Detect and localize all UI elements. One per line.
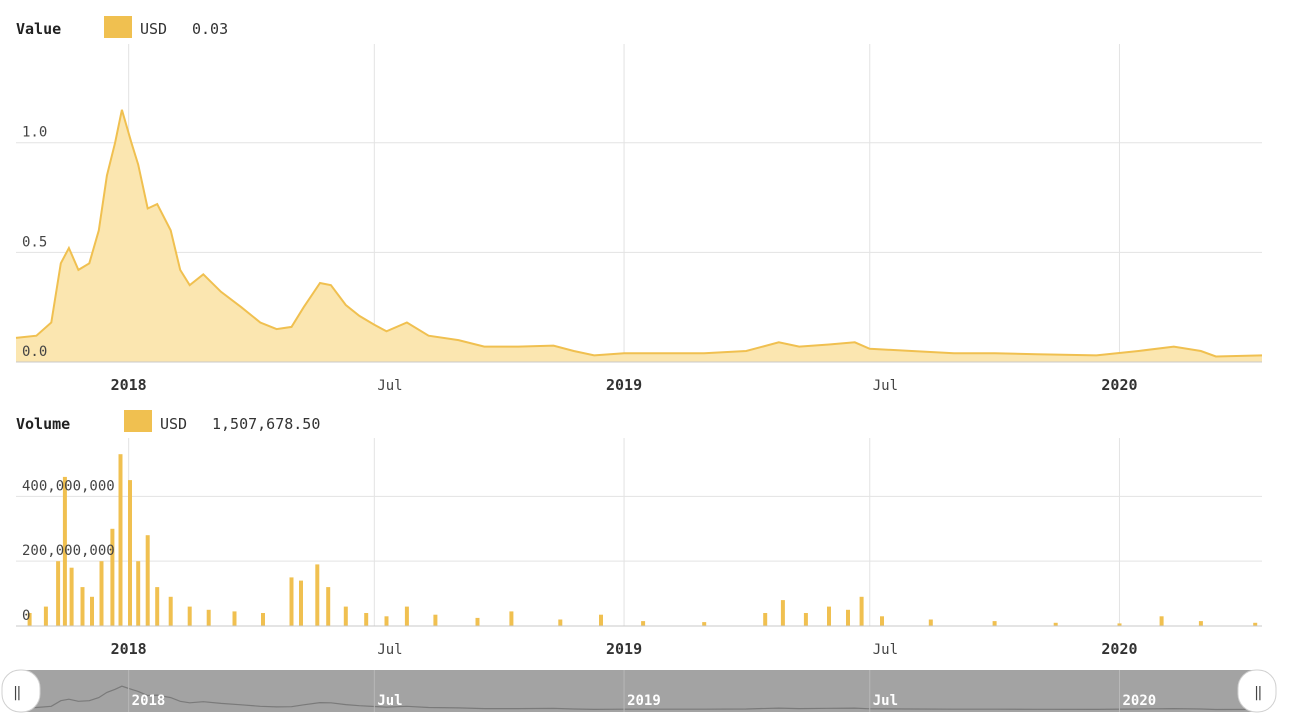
volume-bar xyxy=(299,580,303,626)
volume-bar xyxy=(343,606,348,626)
volume-bar xyxy=(118,454,123,626)
volume-bar xyxy=(1053,622,1058,626)
volume-bar xyxy=(763,613,768,626)
navigator-track[interactable] xyxy=(20,670,1262,712)
volume-bar xyxy=(187,606,192,626)
volume-bar xyxy=(90,596,94,626)
value-legend-swatch[interactable] xyxy=(104,16,132,38)
volume-bar xyxy=(846,609,850,626)
volume-bar xyxy=(43,606,48,626)
volume-legend-label: USD xyxy=(160,415,187,433)
volume-bar xyxy=(56,561,61,626)
x-tick-label: Jul xyxy=(377,642,402,658)
navigator-series-line xyxy=(15,685,1263,711)
x-tick-label: 2018 xyxy=(111,376,147,394)
y-tick-label: 0 xyxy=(22,608,30,624)
value-gridlines xyxy=(16,44,1262,362)
value-panel-title: Value xyxy=(16,20,61,38)
volume-bar xyxy=(206,609,211,626)
navigator-labels: 2018 Jul 2019 Jul 2020 xyxy=(128,670,1156,712)
value-x-ticks: 2018 Jul 2019 Jul 2020 xyxy=(111,376,1138,394)
volume-bar xyxy=(509,611,514,626)
volume-bar xyxy=(599,614,603,626)
volume-panel-title: Volume xyxy=(16,415,70,433)
volume-bar xyxy=(803,613,808,626)
value-area-fill xyxy=(16,109,1262,362)
y-tick-label: 0.0 xyxy=(22,344,47,360)
volume-bar xyxy=(827,606,831,626)
volume-bar xyxy=(364,613,369,626)
volume-bar xyxy=(558,619,563,626)
value-series-line xyxy=(15,109,1263,358)
x-tick-label: 2019 xyxy=(606,640,642,658)
volume-bar xyxy=(404,606,409,626)
volume-bar xyxy=(27,613,32,626)
volume-legend-value: 1,507,678.50 xyxy=(212,415,320,433)
x-tick-label: Jul xyxy=(377,378,402,394)
navigator-label: 2019 xyxy=(627,693,661,709)
volume-bar xyxy=(289,577,294,626)
value-panel: Value USD 0.03 0.00.51.0 2018 Jul 2019 Jul 2… xyxy=(15,16,1263,394)
value-legend-label: USD xyxy=(140,20,167,38)
x-tick-label: 2018 xyxy=(111,640,147,658)
volume-bar xyxy=(261,613,265,626)
volume-bar xyxy=(99,561,104,626)
volume-bar xyxy=(641,621,646,626)
volume-bar xyxy=(1198,621,1203,626)
volume-bars xyxy=(27,454,1258,626)
volume-bar xyxy=(384,616,389,626)
volume-bar xyxy=(69,567,74,626)
volume-bar xyxy=(62,476,67,626)
volume-legend-swatch[interactable] xyxy=(124,410,152,432)
volume-bar xyxy=(1159,616,1164,626)
x-tick-label: 2019 xyxy=(606,376,642,394)
volume-x-ticks: 2018 Jul 2019 Jul 2020 xyxy=(111,640,1138,658)
volume-bar xyxy=(880,616,884,626)
volume-y-ticks: 0 200,000,000 400,000,000 xyxy=(22,478,115,624)
value-y-ticks: 0.0 0.5 1.0 xyxy=(22,125,47,360)
volume-panel: Volume USD 1,507,678.50 0 200,000,000 400,… xyxy=(16,410,1262,658)
navigator-left-handle-body[interactable] xyxy=(1,669,41,713)
grip-icon: ‖ xyxy=(1254,685,1262,701)
volume-bar xyxy=(326,587,331,626)
volume-bar xyxy=(128,480,132,626)
x-tick-label: Jul xyxy=(873,378,898,394)
y-tick-label: 0.5 xyxy=(22,234,47,250)
volume-bar xyxy=(702,622,707,626)
navigator-right-handle[interactable]: ‖ xyxy=(1237,669,1277,713)
grip-icon: ‖ xyxy=(13,685,21,701)
x-tick-label: 2020 xyxy=(1101,376,1137,394)
volume-bar xyxy=(1253,622,1258,626)
volume-bar xyxy=(780,600,785,626)
navigator-right-handle-body[interactable] xyxy=(1237,669,1277,713)
volume-bar xyxy=(475,617,480,626)
navigator-label: 2018 xyxy=(132,693,166,709)
navigator-label: 2020 xyxy=(1122,693,1156,709)
volume-bar xyxy=(232,611,237,626)
volume-bar xyxy=(433,614,438,626)
volume-bar xyxy=(859,596,864,626)
volume-bar xyxy=(992,621,997,626)
navigator-left-handle[interactable]: ‖ xyxy=(1,669,41,713)
value-legend-value: 0.03 xyxy=(192,20,228,38)
volume-gridlines xyxy=(16,438,1262,626)
volume-bar xyxy=(168,596,173,626)
volume-bar xyxy=(80,587,85,626)
navigator-label: Jul xyxy=(873,693,898,709)
volume-bar xyxy=(136,561,141,626)
y-tick-label: 400,000,000 xyxy=(22,478,115,494)
volume-bar xyxy=(155,587,160,626)
volume-bar xyxy=(145,535,150,626)
volume-bar xyxy=(110,528,115,626)
range-navigator[interactable]: 2018 Jul 2019 Jul 2020 ‖ ‖ xyxy=(1,669,1277,713)
x-tick-label: 2020 xyxy=(1101,640,1137,658)
volume-bar xyxy=(928,619,933,626)
volume-bar xyxy=(315,564,320,626)
y-tick-label: 200,000,000 xyxy=(22,543,115,559)
y-tick-label: 1.0 xyxy=(22,125,47,141)
x-tick-label: Jul xyxy=(873,642,898,658)
navigator-label: Jul xyxy=(377,693,402,709)
volume-bar xyxy=(1117,623,1122,626)
